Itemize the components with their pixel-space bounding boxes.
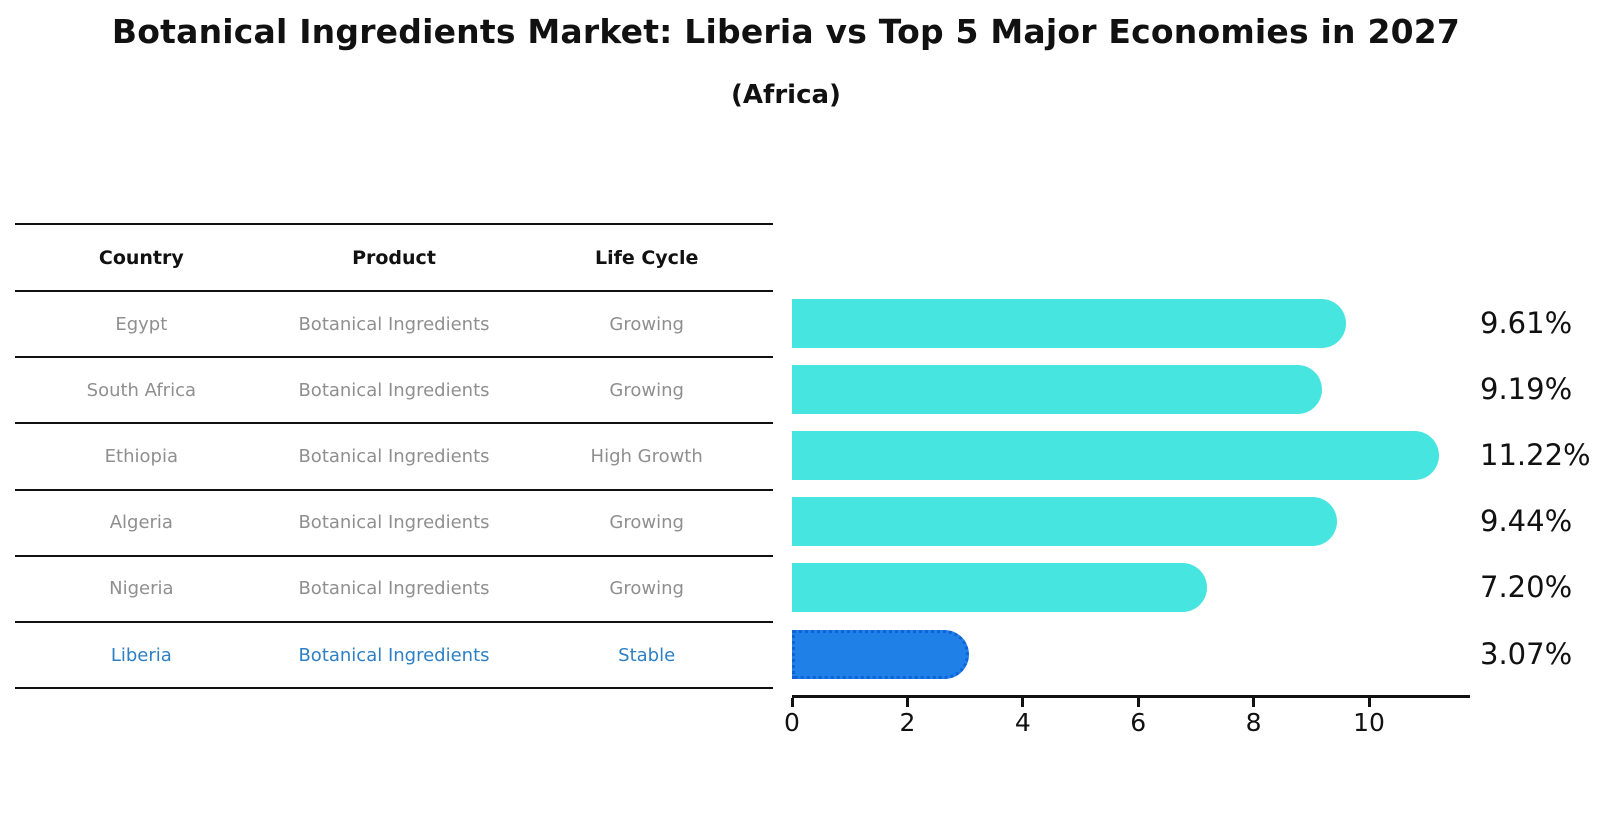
- bar-value-label: 11.22%: [1480, 438, 1591, 472]
- table-row: Nigeria Botanical Ingredients Growing: [15, 557, 773, 623]
- x-axis-tick-label: 4: [1014, 708, 1031, 737]
- x-axis-tick-label: 2: [899, 708, 916, 737]
- x-axis-tick-label: 10: [1353, 708, 1385, 737]
- table-row: Egypt Botanical Ingredients Growing: [15, 292, 773, 359]
- x-axis-tick: [1136, 698, 1140, 707]
- table-cell-life-cycle: Growing: [609, 578, 684, 600]
- table-cell-life-cycle: Stable: [618, 644, 676, 666]
- bar-value-label: 9.61%: [1480, 305, 1573, 340]
- page-subtitle: (Africa): [731, 80, 841, 110]
- table-cell-life-cycle: Growing: [609, 313, 684, 335]
- bar-nigeria: [792, 563, 1208, 613]
- x-axis-line: [792, 695, 1470, 698]
- table-row: Liberia Botanical Ingredients Stable: [15, 623, 773, 687]
- table-cell-life-cycle: High Growth: [590, 445, 703, 467]
- table-cell-product: Botanical Ingredients: [298, 578, 490, 600]
- table-header-cell: Life Cycle: [594, 246, 699, 269]
- page-title: Botanical Ingredients Market: Liberia vs…: [111, 12, 1461, 51]
- bar-value-label: 7.20%: [1480, 570, 1573, 605]
- table-cell-life-cycle: Growing: [609, 512, 684, 534]
- table-cell-product: Botanical Ingredients: [298, 379, 490, 401]
- x-axis-tick: [1021, 698, 1025, 707]
- table-header-cell: Product: [352, 246, 436, 269]
- table-header-row: Country Product Life Cycle: [15, 225, 773, 292]
- bar-algeria: [792, 497, 1337, 547]
- x-axis-tick-label: 8: [1245, 708, 1262, 737]
- bar-value-label: 9.19%: [1480, 371, 1573, 406]
- table-cell-product: Botanical Ingredients: [298, 644, 490, 666]
- x-axis-tick: [1252, 698, 1256, 707]
- table-row: South Africa Botanical Ingredients Growing: [15, 358, 773, 425]
- x-axis-tick-label: 0: [784, 708, 800, 737]
- table-cell-product: Botanical Ingredients: [298, 445, 490, 467]
- table-cell-product: Botanical Ingredients: [298, 313, 490, 335]
- table-row: Algeria Botanical Ingredients Growing: [15, 491, 773, 557]
- bar-egypt: [792, 298, 1347, 348]
- table-cell-country: Algeria: [109, 512, 173, 534]
- x-axis-tick: [905, 698, 909, 707]
- bar-value-label: 9.44%: [1480, 504, 1573, 539]
- table-cell-country: South Africa: [86, 379, 197, 401]
- table-cell-life-cycle: Growing: [609, 379, 684, 401]
- table-header-cell: Country: [98, 246, 184, 269]
- bar-value-label: 3.07%: [1480, 636, 1573, 671]
- country-info-table: Country Product Life Cycle Egypt Botanical I…: [15, 223, 773, 690]
- x-axis-tick: [790, 698, 794, 707]
- x-axis-tick: [1367, 698, 1371, 707]
- table-cell-country: Ethiopia: [104, 445, 178, 467]
- table-row: Ethiopia Botanical Ingredients High Growth: [15, 424, 773, 491]
- bar-south-africa: [792, 364, 1323, 414]
- table-cell-country: Egypt: [115, 313, 168, 335]
- bar-ethiopia: [792, 431, 1440, 480]
- table-cell-country: Liberia: [110, 644, 172, 666]
- x-axis-tick-label: 6: [1130, 708, 1147, 737]
- table-cell-country: Nigeria: [109, 578, 174, 600]
- table-cell-product: Botanical Ingredients: [298, 512, 490, 534]
- bar-liberia: [792, 629, 970, 679]
